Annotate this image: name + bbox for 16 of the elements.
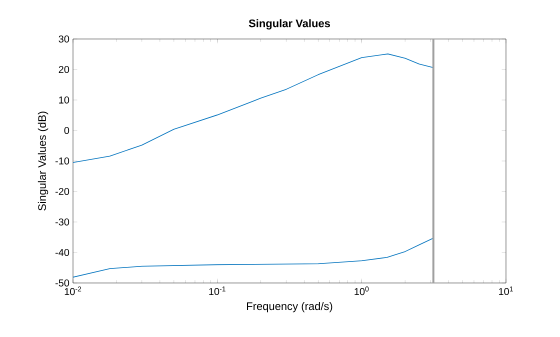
y-tick-label: -50 xyxy=(55,279,70,287)
x-axis-title: Frequency (rad/s) xyxy=(247,302,332,312)
y-tick-label: 10 xyxy=(59,96,70,104)
y-tick-label: 30 xyxy=(58,35,70,43)
x-tick-label: 10$^{1}$ xyxy=(499,286,513,296)
y-tick-label: -10 xyxy=(55,157,70,165)
x-tick-label: 10$^{-1}$ xyxy=(209,286,226,296)
y-tick-label: -20 xyxy=(55,188,70,196)
y-tick-label: 20 xyxy=(58,66,70,74)
x-tick-label: 10$^{-2}$ xyxy=(64,286,82,296)
y-axis-title: Singular Values (dB) xyxy=(38,112,48,211)
y-tick-label: 0 xyxy=(64,126,70,134)
chart-title: Singular Values xyxy=(248,19,330,30)
y-tick-label: -30 xyxy=(55,218,70,226)
y-tick-label: -40 xyxy=(55,248,70,256)
x-tick-label: 10$^{0}$ xyxy=(354,286,369,296)
